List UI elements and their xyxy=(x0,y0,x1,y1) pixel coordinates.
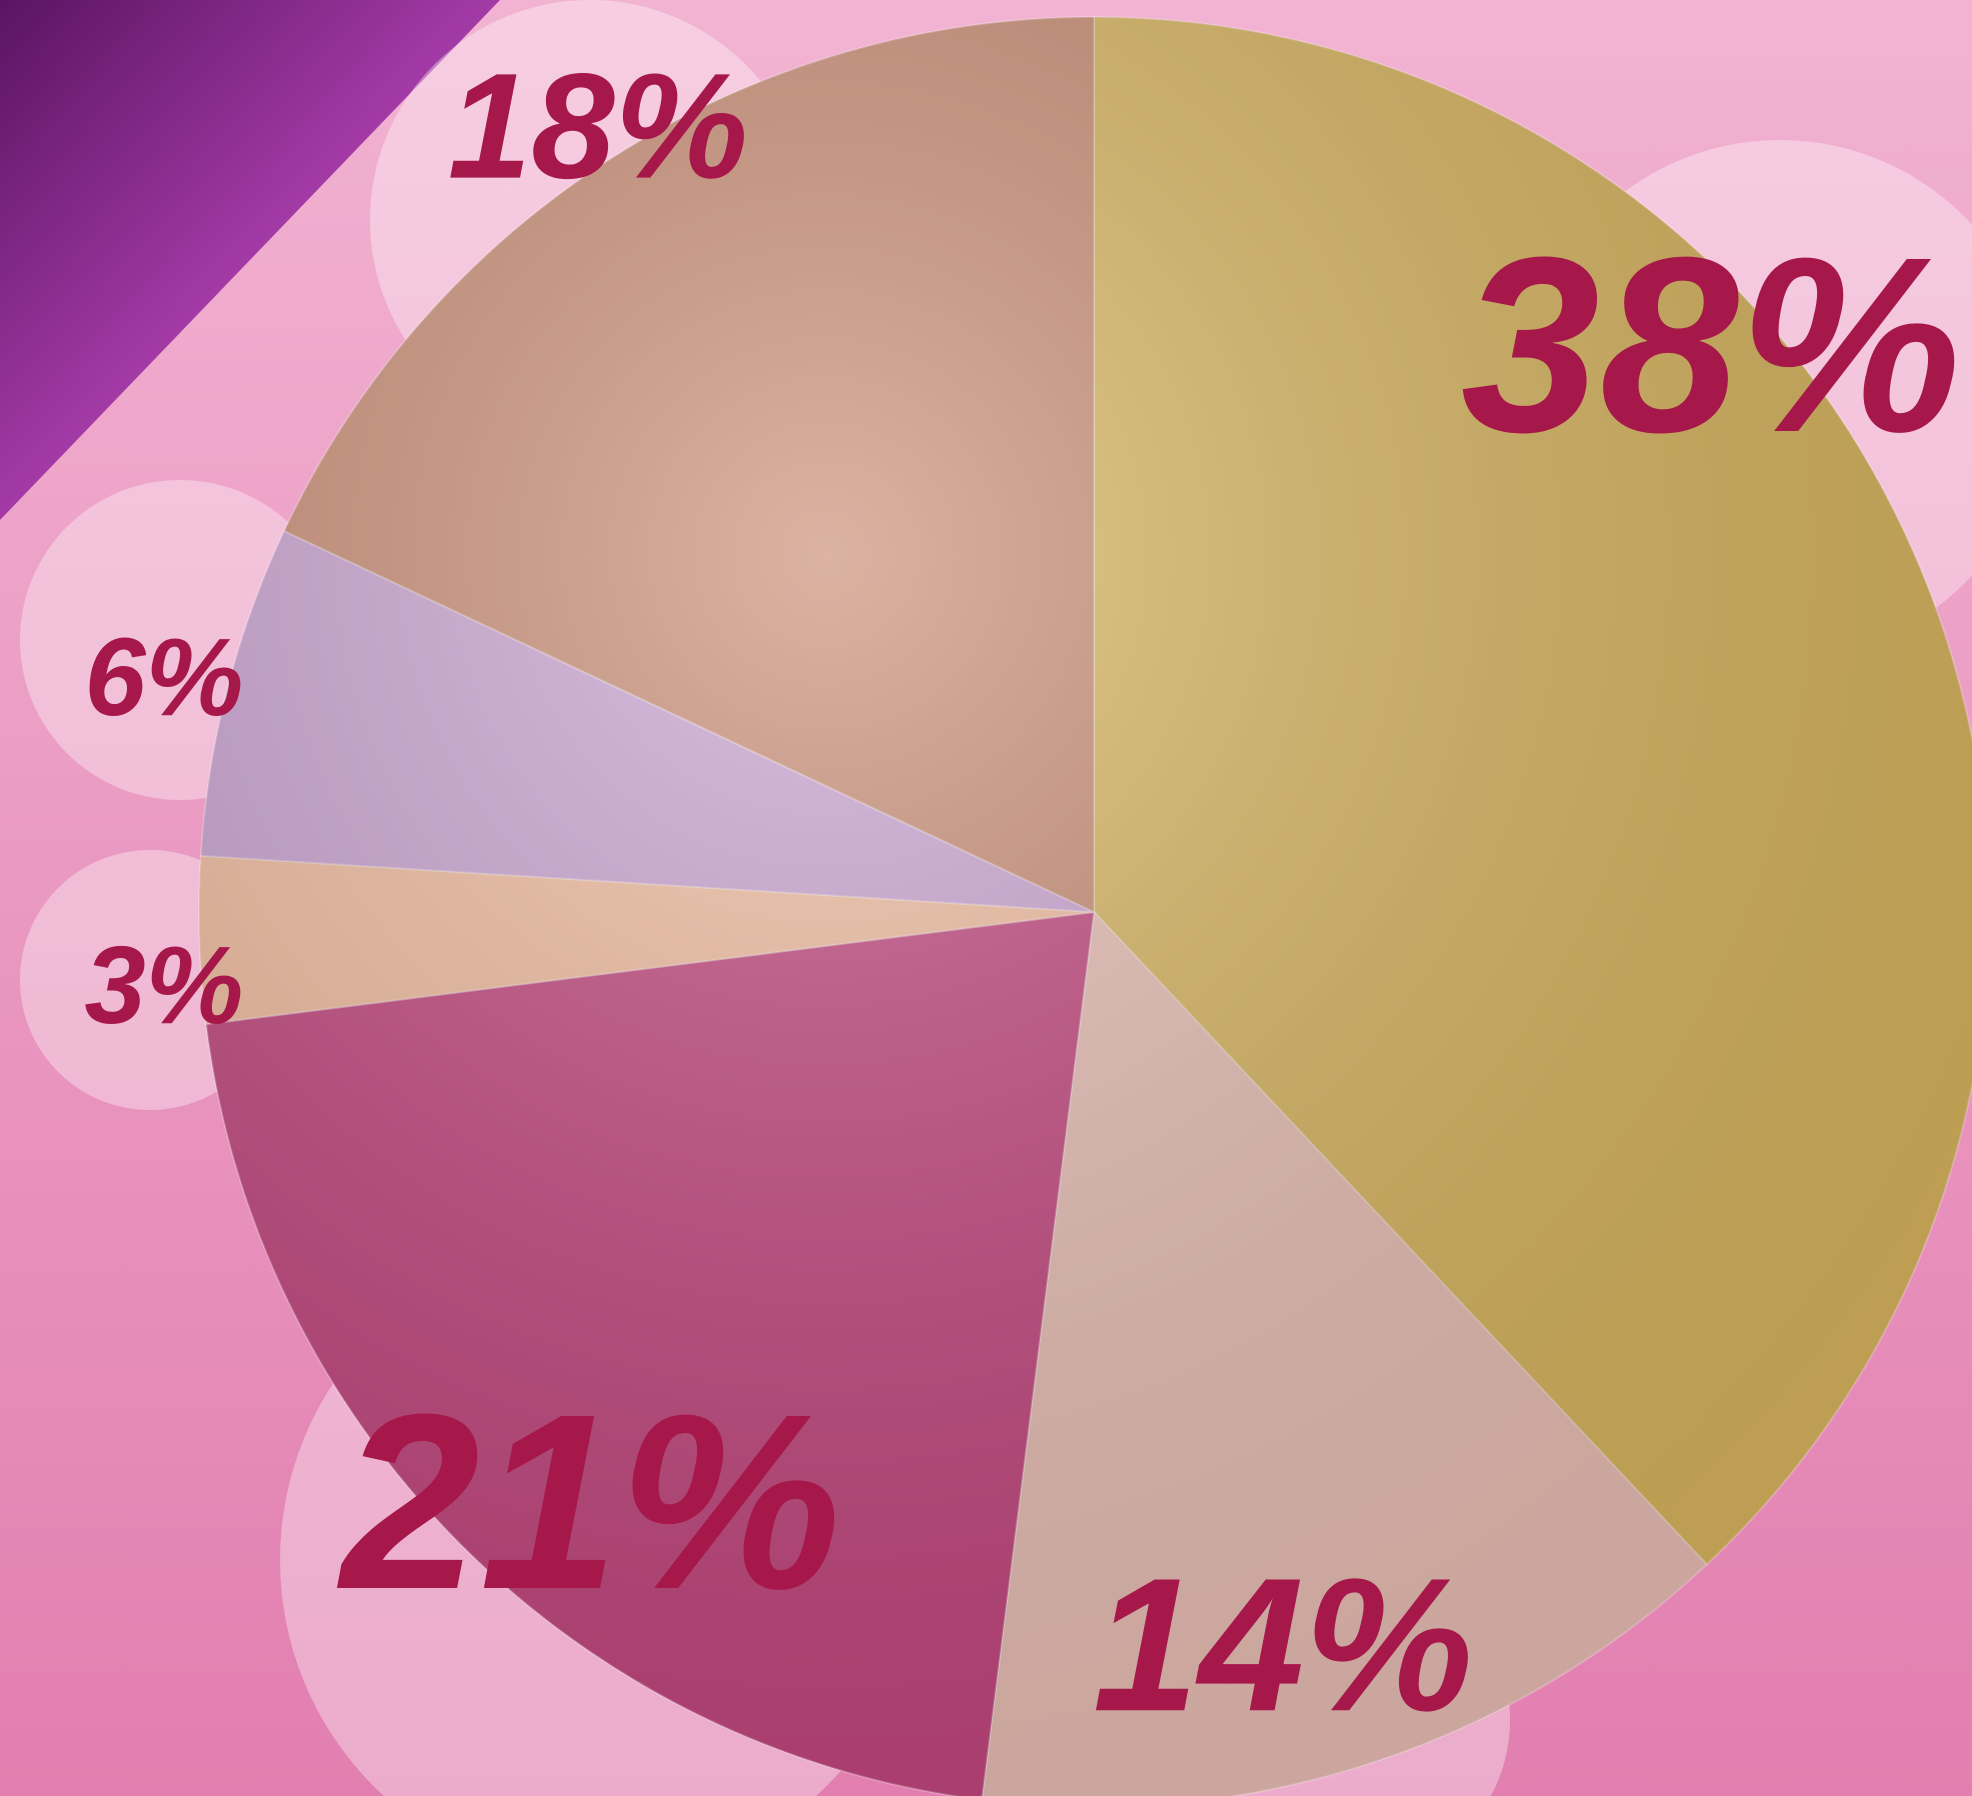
slice-label: 14% xyxy=(1093,1539,1473,1751)
slice-label: 21% xyxy=(337,1362,841,1641)
slice-label: 18% xyxy=(448,42,748,210)
slice-label: 3% xyxy=(85,924,244,1047)
labels: 38% 14% 21% 3% 6% 18% xyxy=(85,42,1962,1752)
slice-label: 38% xyxy=(1461,205,1961,484)
slice-label: 6% xyxy=(85,616,244,739)
